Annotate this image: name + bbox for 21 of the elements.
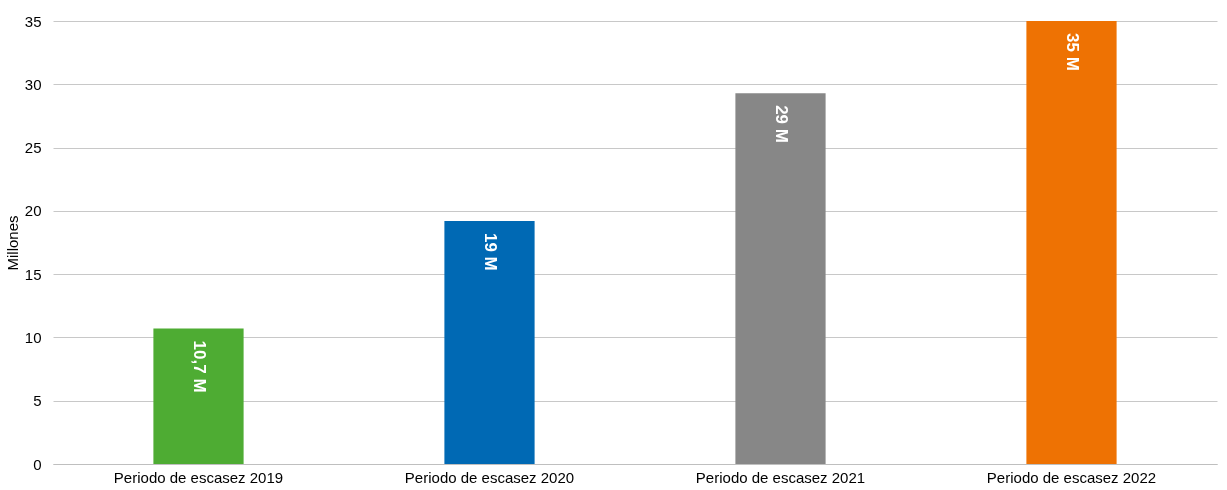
- y-tick-label: 10: [24, 328, 42, 346]
- bar: [735, 93, 826, 464]
- x-tick-label: Periodo de escasez 2022: [986, 468, 1157, 486]
- data-label: 19 M: [480, 232, 500, 271]
- y-axis-title: Millones: [3, 215, 21, 271]
- y-tick-label: 30: [24, 75, 42, 93]
- bar: [1026, 21, 1117, 464]
- x-tick-label: Periodo de escasez 2019: [113, 468, 284, 486]
- y-tick-label: 15: [24, 265, 42, 283]
- bar: [153, 328, 244, 464]
- data-label: 29 M: [771, 105, 791, 143]
- x-tick-label: Periodo de escasez 2021: [695, 468, 866, 486]
- bar: [444, 220, 535, 464]
- y-tick-label: 20: [24, 202, 42, 220]
- data-label: 10,7 M: [189, 340, 209, 393]
- y-tick-label: 35: [24, 12, 42, 30]
- x-tick-label: Periodo de escasez 2020: [404, 468, 575, 486]
- data-label: 35 M: [1062, 33, 1082, 71]
- y-tick-label: 25: [24, 139, 42, 157]
- y-tick-label: 5: [33, 392, 42, 410]
- y-tick-label: 0: [33, 455, 42, 473]
